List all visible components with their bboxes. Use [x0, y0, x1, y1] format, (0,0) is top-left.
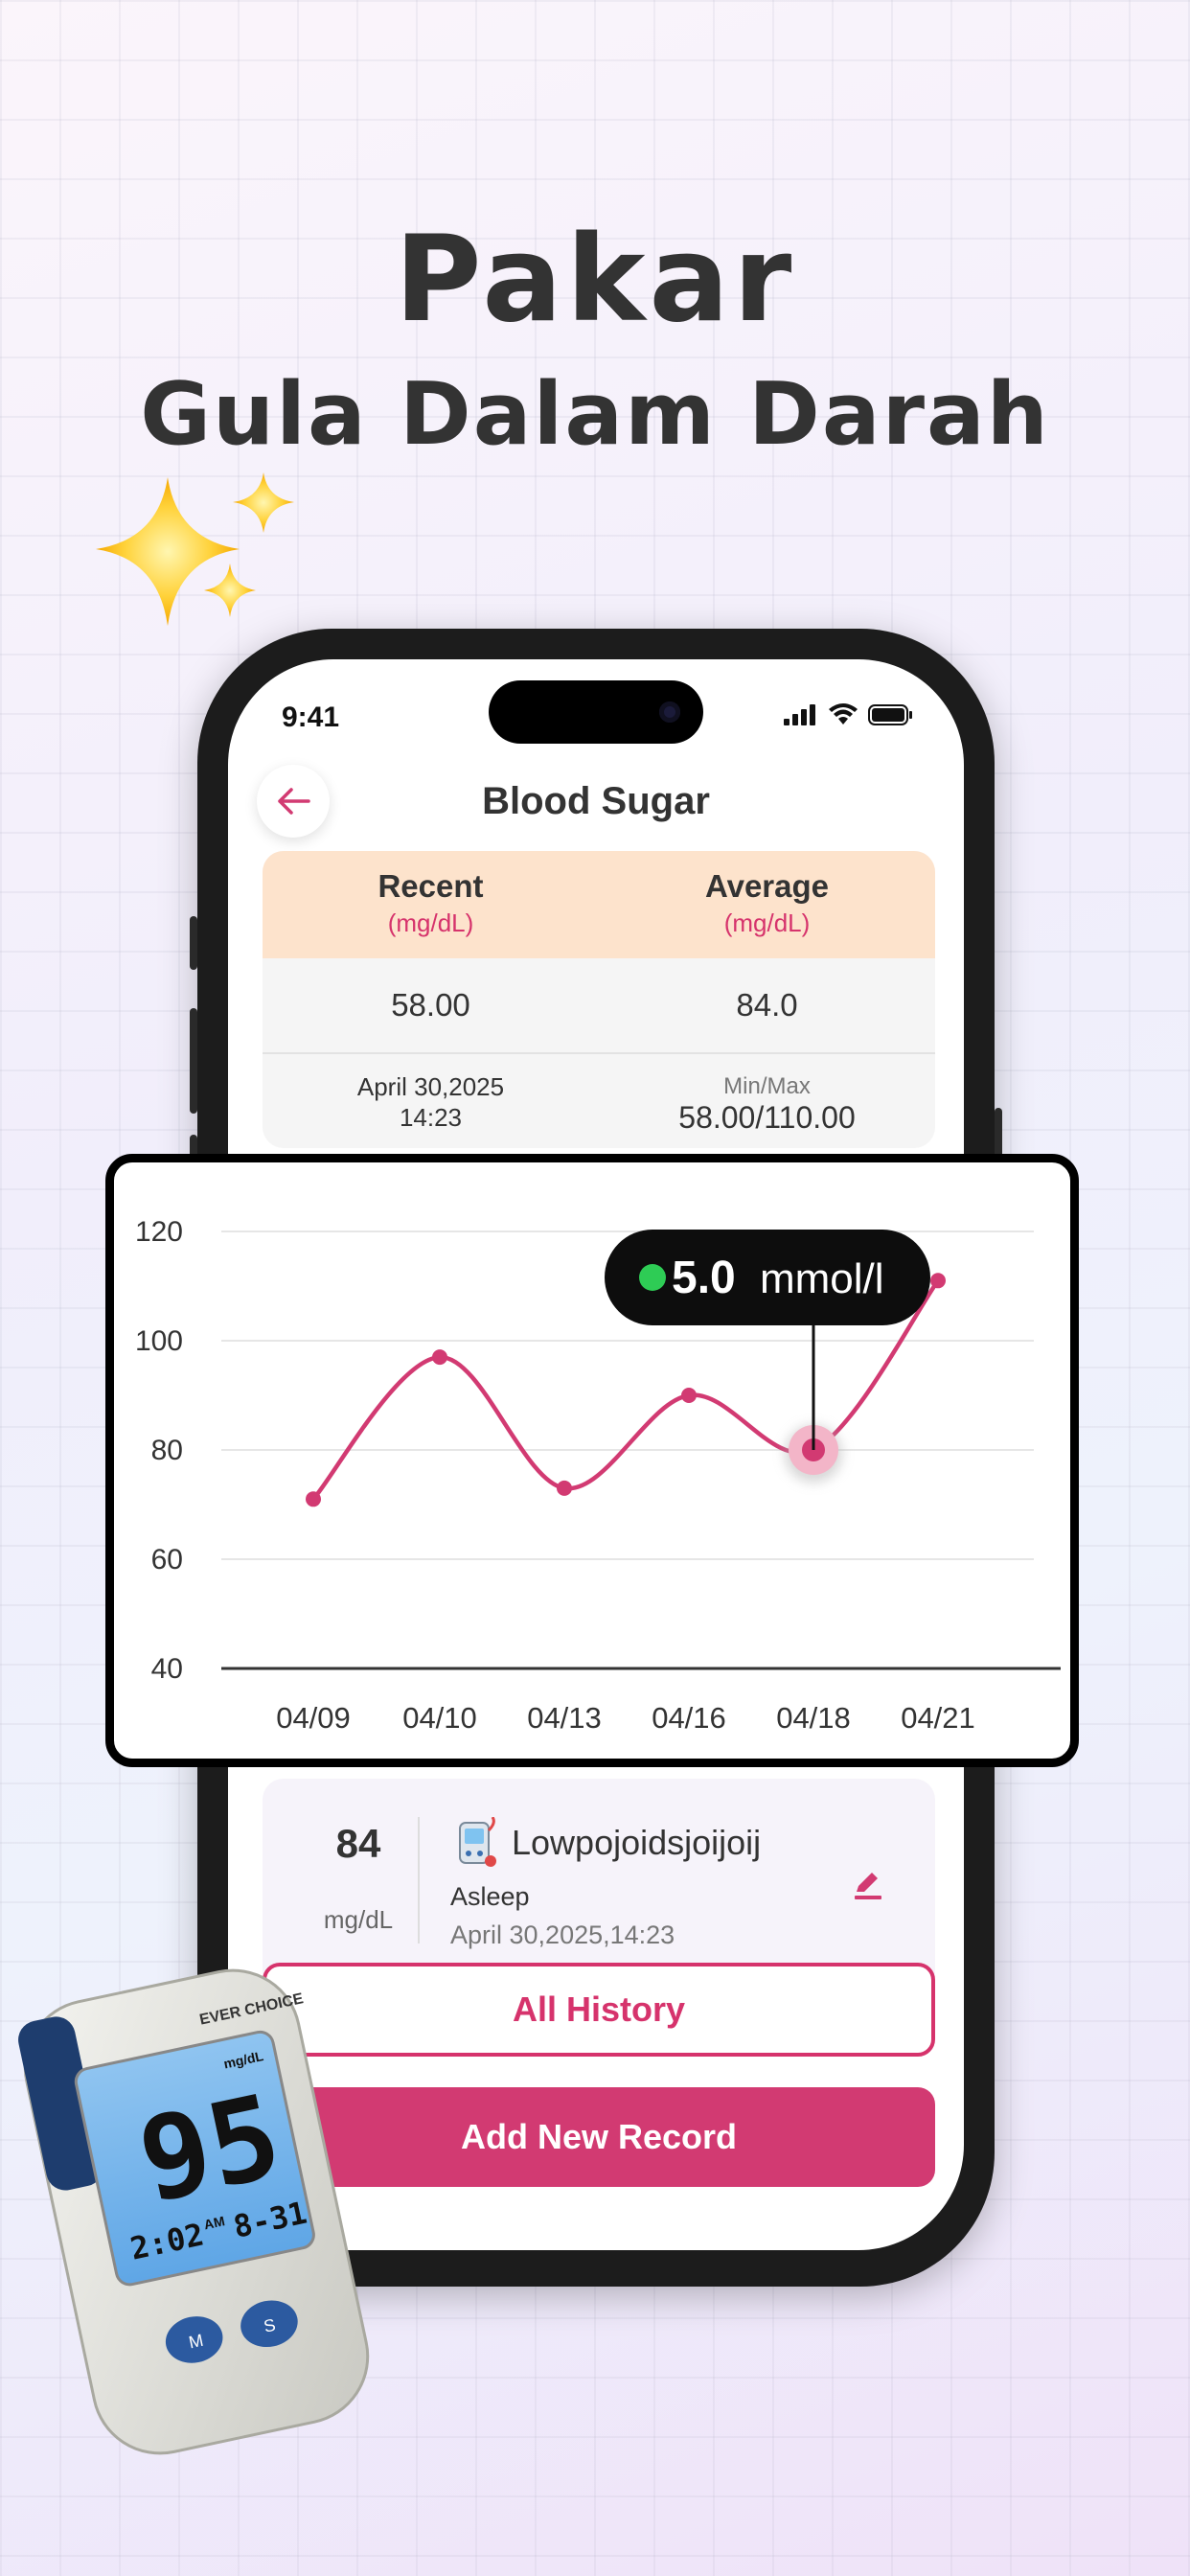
- x-tick-label: 04/18: [776, 1701, 851, 1735]
- meter-btn-m: M: [187, 2331, 205, 2353]
- record-card[interactable]: 84 mg/dL Lowpojoidsjoijoij Asleep April …: [263, 1779, 935, 1993]
- page-title: Blood Sugar: [482, 780, 710, 822]
- headline-subtitle: Gula Dalam Darah: [140, 364, 1050, 465]
- minmax-label: Min/Max: [723, 1073, 811, 1099]
- record-divider: [418, 1817, 420, 1944]
- y-tick-label: 60: [151, 1544, 183, 1576]
- glucometer-icon: [459, 1817, 496, 1867]
- meter-btn-s: S: [262, 2315, 277, 2336]
- recent-label: Recent: [378, 868, 484, 904]
- x-tick-label: 04/10: [402, 1701, 477, 1735]
- average-label: Average: [704, 868, 830, 904]
- tooltip-value: 5.0: [672, 1253, 736, 1303]
- wifi-icon: [829, 703, 858, 724]
- record-name: Lowpojoidsjoijoij: [512, 1823, 762, 1862]
- x-tick-label: 04/16: [652, 1701, 726, 1735]
- record-value: 84: [335, 1821, 381, 1866]
- y-tick-label: 40: [151, 1653, 183, 1685]
- arrow-left-icon: [278, 788, 310, 815]
- summary-header: Recent (mg/dL) Average (mg/dL): [263, 851, 935, 958]
- y-tick-label: 80: [151, 1435, 183, 1466]
- meter-reading: 95: [128, 2070, 291, 2229]
- dynamic-island: [489, 680, 703, 744]
- data-point[interactable]: [432, 1349, 447, 1366]
- headline-title: Pakar: [394, 211, 796, 349]
- status-time: 9:41: [282, 702, 340, 733]
- x-tick-label: 04/13: [527, 1701, 602, 1735]
- data-point[interactable]: [681, 1388, 697, 1403]
- tooltip-bubble: [605, 1230, 930, 1325]
- record-state: Asleep: [450, 1882, 530, 1911]
- recent-date: April 30,2025: [356, 1072, 505, 1101]
- series-line: [311, 1278, 940, 1501]
- blood-sugar-chart: 40 60 80 100 120 04/09 04/10 04/13 04/16 04/18 04…: [135, 1216, 1061, 1735]
- record-datetime: April 30,2025,14:23: [450, 1920, 675, 1949]
- sparkles-icon: [96, 472, 294, 626]
- record-unit: mg/dL: [323, 1905, 394, 1934]
- data-point[interactable]: [930, 1273, 946, 1289]
- edit-icon[interactable]: [851, 1867, 885, 1901]
- summary-table: Recent (mg/dL) Average (mg/dL) 58.00 84.…: [263, 851, 935, 1148]
- data-point[interactable]: [557, 1480, 572, 1496]
- battery-icon: [868, 704, 912, 725]
- y-tick-label: 120: [135, 1216, 183, 1248]
- minmax-value: 58.00/110.00: [678, 1100, 856, 1135]
- y-tick-label: 100: [135, 1325, 183, 1357]
- recent-unit: (mg/dL): [387, 908, 474, 937]
- recent-time: 14:23: [399, 1103, 463, 1132]
- glucose-meter-image: EVER CHOICE mg/dL 95 2:02 AM 8-31 M S: [18, 1968, 370, 2455]
- x-tick-label: 04/21: [901, 1701, 975, 1735]
- average-unit: (mg/dL): [723, 908, 811, 937]
- back-button[interactable]: [257, 765, 330, 838]
- signal-icon: [784, 704, 815, 725]
- status-icons: [784, 703, 914, 726]
- recent-value: 58.00: [391, 987, 470, 1023]
- average-value: 84.0: [736, 987, 798, 1023]
- data-point[interactable]: [306, 1491, 321, 1507]
- tooltip-dot-icon: [639, 1264, 666, 1291]
- add-record-button[interactable]: Add New Record: [263, 2087, 935, 2187]
- x-tick-label: 04/09: [276, 1701, 351, 1735]
- chart-card: 40 60 80 100 120 04/09 04/10 04/13 04/16 04/18 04…: [105, 1154, 1079, 1767]
- tooltip-unit: mmol/l: [760, 1255, 884, 1302]
- meter-ampm: AM: [202, 2213, 226, 2232]
